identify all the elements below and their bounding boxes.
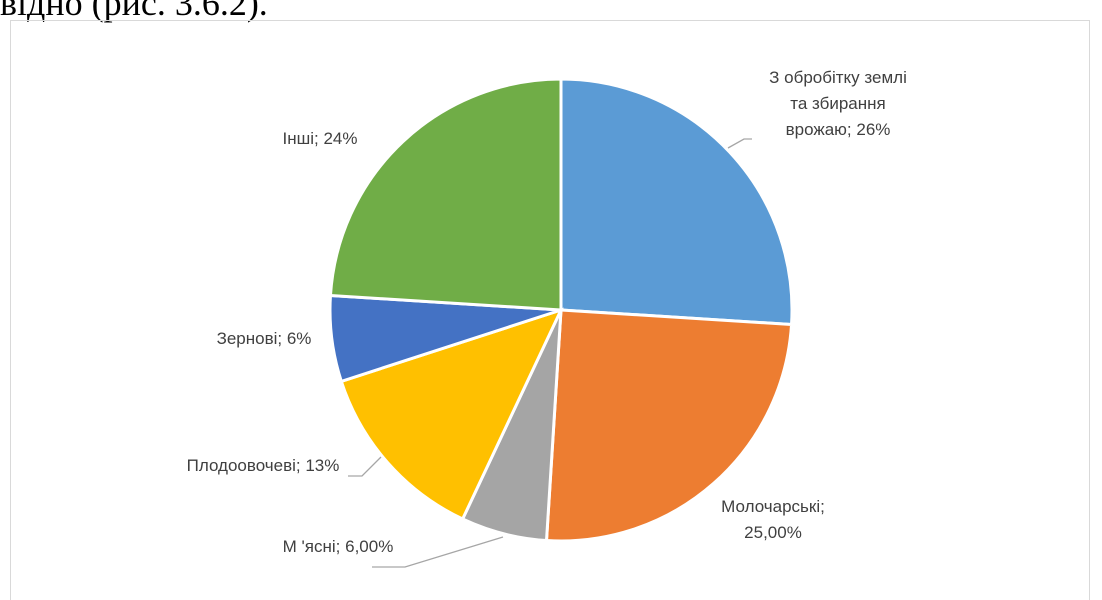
- slice-label-2: М 'ясні; 6,00%: [283, 537, 394, 556]
- slice-label-line: Молочарські;: [721, 497, 825, 516]
- slice-label-line: Плодоовочеві; 13%: [187, 456, 340, 475]
- pie-slice-0: [559, 77, 794, 327]
- slice-label-line: врожаю; 26%: [786, 120, 891, 139]
- slice-label-line: Інші; 24%: [283, 129, 358, 148]
- page-text-fragment: відно (рис. 3.6.2).: [0, 0, 268, 23]
- slice-label-1: Молочарські; 25,00%: [721, 497, 825, 542]
- pie-slice-5: [328, 77, 563, 312]
- leader-line-2: [372, 536, 504, 568]
- slice-label-3: Плодоовочеві; 13%: [187, 456, 340, 475]
- pie-slice-1: [544, 308, 794, 543]
- slice-label-line: З обробітку землі: [769, 68, 907, 87]
- slice-label-line: 25,00%: [744, 523, 802, 542]
- leader-line-3: [348, 456, 382, 477]
- slice-label-line: та збирання: [790, 94, 886, 113]
- slice-label-0: З обробітку землі та збирання врожаю; 26%: [769, 68, 907, 139]
- slice-label-5: Інші; 24%: [283, 129, 358, 148]
- chart-frame: [10, 20, 1090, 600]
- pie-slice-3: [339, 307, 564, 522]
- leader-line-0: [727, 138, 752, 149]
- slice-label-line: М 'ясні; 6,00%: [283, 537, 394, 556]
- slice-label-4: Зернові; 6%: [217, 329, 312, 348]
- slice-label-line: Зернові; 6%: [217, 329, 312, 348]
